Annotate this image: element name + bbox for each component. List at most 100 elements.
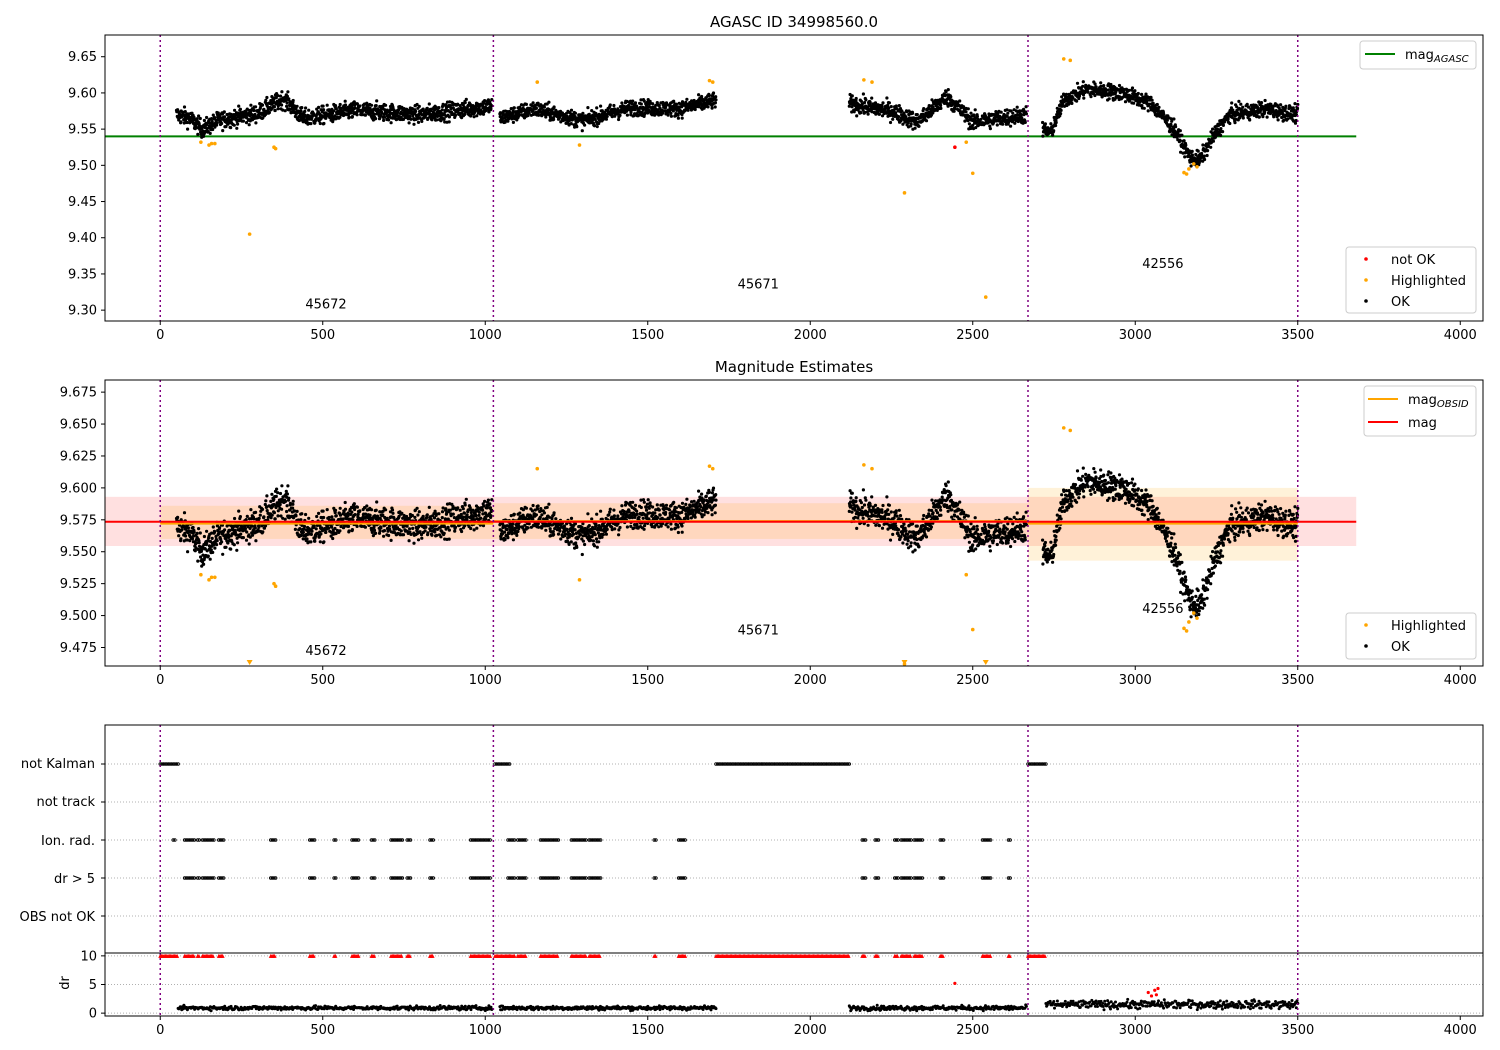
ok-point [294, 107, 298, 111]
panel-magnitude-title: Magnitude Estimates [715, 358, 873, 376]
ok-point [877, 112, 882, 116]
ok-point [524, 506, 529, 510]
ok-point [254, 539, 258, 543]
ok-point [713, 101, 718, 105]
ok-point [215, 121, 219, 125]
ok-point [330, 515, 334, 519]
ok-point [384, 508, 388, 512]
p1-legend-lines: magAGASC [1359, 40, 1477, 70]
ok-point [322, 515, 326, 520]
ok-point [595, 106, 599, 110]
ok-point [939, 103, 943, 108]
ok-point [318, 540, 322, 544]
ok-point [503, 537, 507, 542]
ok-point [666, 113, 670, 117]
ok-point [317, 105, 321, 109]
highlighted-point [535, 80, 540, 84]
ok-point [196, 559, 200, 563]
ok-point [258, 513, 262, 517]
ok-point [333, 114, 337, 118]
ok-point [369, 103, 374, 107]
ok-point [304, 106, 308, 110]
ok-point [307, 108, 311, 112]
ok-point [1203, 157, 1207, 162]
obs-label-45671: 45671 [738, 277, 779, 292]
ok-point [276, 107, 280, 111]
ok-point [439, 535, 443, 539]
highlighted-point [983, 295, 988, 299]
ok-point [973, 108, 977, 112]
ok-point [177, 118, 181, 122]
ok-point [600, 109, 604, 113]
ok-point [341, 109, 345, 113]
ok-point [303, 109, 307, 113]
ok-point [276, 491, 280, 495]
highlighted-point [964, 140, 969, 144]
ok-point [958, 99, 962, 103]
ok-point [472, 115, 476, 119]
ok-point [334, 514, 338, 518]
ok-point [423, 529, 427, 533]
ok-point [211, 525, 215, 529]
ok-point [322, 540, 326, 544]
ok-point [573, 111, 578, 115]
highlighted-point [273, 146, 278, 151]
ok-point [552, 511, 556, 515]
ok-point [1209, 145, 1213, 149]
highlighted-point [710, 80, 715, 84]
ok-point [676, 116, 681, 120]
ok-point [488, 502, 492, 506]
highlighted-point [707, 78, 712, 83]
ok-point [221, 552, 225, 556]
ok-point [524, 102, 529, 106]
ok-point [1059, 112, 1063, 116]
ok-point [293, 527, 297, 532]
ok-point [283, 499, 288, 503]
ok-point [399, 529, 403, 533]
ok-point [569, 516, 574, 521]
ok-point [1149, 95, 1153, 99]
ok-point [461, 515, 465, 519]
ok-point [350, 115, 354, 119]
highlighted-point [1187, 167, 1191, 171]
ok-point [414, 109, 418, 113]
ok-point [608, 103, 612, 107]
ok-point [474, 514, 478, 518]
ok-point [202, 562, 206, 566]
ok-point [472, 528, 476, 532]
ok-point [274, 494, 278, 498]
ok-point [1123, 100, 1128, 104]
ok-point [1130, 86, 1135, 90]
ok-point [554, 517, 558, 521]
ok-point [267, 110, 271, 115]
ok-point [276, 94, 280, 98]
ok-point [365, 504, 369, 508]
ok-point [517, 525, 522, 529]
ok-point [1132, 101, 1136, 105]
ok-point [420, 536, 424, 540]
ok-point [229, 126, 233, 130]
ok-point [558, 115, 562, 119]
ok-point [1190, 153, 1194, 157]
ok-point [481, 106, 485, 110]
ok-point [442, 117, 446, 121]
ok-point [220, 540, 224, 544]
ok-point [247, 542, 251, 546]
ok-point [565, 527, 569, 531]
ok-point [430, 533, 434, 537]
ok-point [338, 506, 342, 510]
ok-point [238, 515, 242, 519]
ok-point [437, 512, 441, 516]
ok-point [244, 538, 249, 542]
ok-point [534, 106, 539, 110]
ok-point [350, 528, 354, 532]
ok-point [429, 517, 433, 522]
ok-point [490, 98, 494, 102]
ok-point [245, 530, 249, 534]
ok-point [249, 508, 253, 512]
ok-point [239, 532, 243, 536]
ok-point [353, 106, 357, 110]
ok-point [411, 526, 415, 531]
ok-point [390, 508, 395, 512]
ok-point [949, 95, 953, 99]
